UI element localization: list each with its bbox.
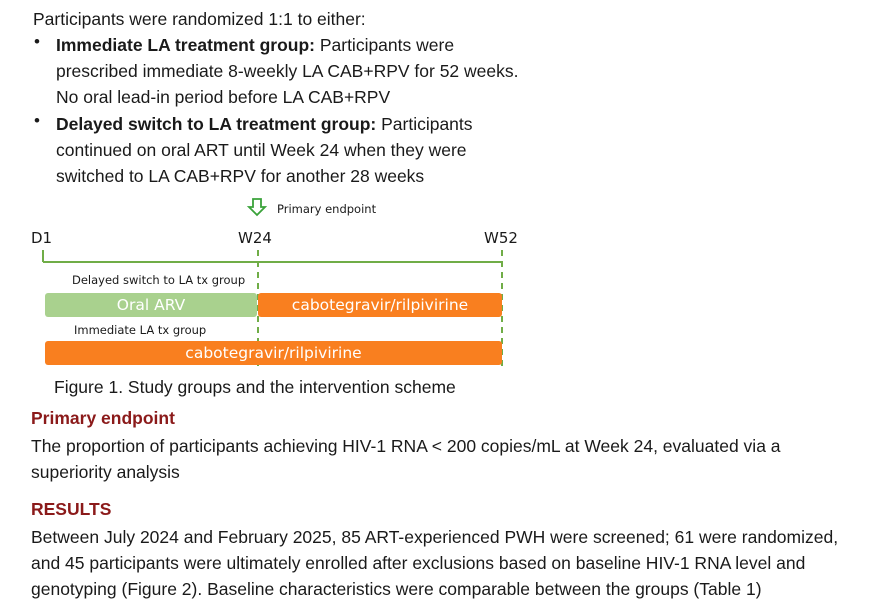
bullet-immediate-title: Immediate LA treatment group:: [56, 35, 315, 55]
primary-endpoint-label: Primary endpoint: [277, 202, 377, 216]
arrow-down-icon: [246, 198, 268, 217]
results-line3: genotyping (Figure 2). Baseline characte…: [31, 579, 762, 599]
bullet-delayed-line1: Delayed switch to LA treatment group: Pa…: [56, 111, 473, 137]
cab-rpv-delayed-bar: cabotegravir/rilpivirine: [258, 293, 502, 317]
bullet-immediate-text: Participants were: [314, 35, 455, 55]
bullet-delayed-text: Participants: [376, 114, 473, 134]
intro-text: Participants were randomized 1:1 to eith…: [33, 9, 366, 29]
tick-w24: W24: [238, 229, 272, 247]
bullet-delayed-line2: continued on oral ART until Week 24 when…: [56, 140, 467, 160]
results-line2: and 45 participants were ultimately enro…: [31, 553, 806, 573]
bullet-delayed-line3: switched to LA CAB+RPV for another 28 we…: [56, 166, 425, 186]
primary-endpoint-line2: superiority analysis: [31, 462, 180, 482]
bullet-dot: •: [34, 32, 40, 51]
bullet-immediate-line3: No oral lead-in period before LA CAB+RPV: [56, 87, 391, 107]
primary-endpoint-heading: Primary endpoint: [31, 408, 175, 428]
figure-caption: Figure 1. Study groups and the intervent…: [54, 377, 456, 397]
tick-w52: W52: [484, 229, 518, 247]
results-heading: RESULTS: [31, 499, 112, 519]
primary-endpoint-line1: The proportion of participants achieving…: [31, 436, 781, 456]
bullet-immediate-line2: prescribed immediate 8-weekly LA CAB+RPV…: [56, 61, 519, 81]
delayed-group-label: Delayed switch to LA tx group: [72, 273, 246, 287]
results-line1: Between July 2024 and February 2025, 85 …: [31, 527, 839, 547]
tick-d1: D1: [31, 229, 53, 247]
oral-arv-bar: Oral ARV: [45, 293, 257, 317]
bullet-immediate-line1: Immediate LA treatment group: Participan…: [56, 32, 454, 58]
bullet-dot: •: [34, 111, 40, 130]
cab-rpv-immediate-bar: cabotegravir/rilpivirine: [45, 341, 502, 365]
bullet-delayed-title: Delayed switch to LA treatment group:: [56, 114, 377, 134]
immediate-group-label: Immediate LA tx group: [74, 323, 207, 337]
